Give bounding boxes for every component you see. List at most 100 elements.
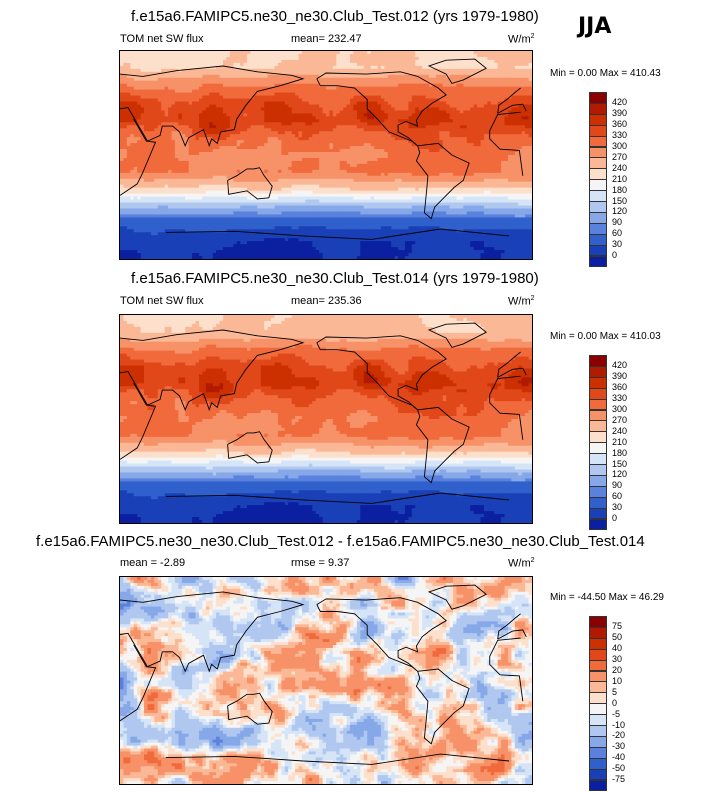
field-cell bbox=[370, 149, 375, 153]
field-cell bbox=[312, 98, 317, 103]
field-cell bbox=[411, 134, 416, 138]
field-cell bbox=[161, 56, 166, 61]
field-cell bbox=[267, 128, 272, 132]
field-cell bbox=[264, 95, 269, 100]
field-cell bbox=[274, 65, 279, 70]
field-cell bbox=[253, 86, 258, 91]
field-cell bbox=[511, 137, 516, 141]
field-cell bbox=[295, 107, 300, 112]
field-cell bbox=[140, 125, 145, 129]
field-cell bbox=[418, 74, 423, 79]
field-cell bbox=[133, 77, 138, 82]
field-cell bbox=[174, 163, 179, 168]
field-cell bbox=[312, 68, 317, 73]
field-cell bbox=[188, 125, 193, 129]
field-cell bbox=[284, 125, 289, 129]
field-cell bbox=[401, 116, 406, 120]
field-cell bbox=[456, 95, 461, 100]
field-cell bbox=[322, 80, 327, 85]
field-cell bbox=[377, 146, 382, 150]
field-cell bbox=[133, 53, 138, 58]
field-cell bbox=[326, 119, 331, 123]
field-cell bbox=[387, 152, 392, 156]
field-cell bbox=[301, 59, 306, 64]
field-cell bbox=[353, 143, 358, 147]
field-cell bbox=[356, 104, 361, 109]
field-cell bbox=[418, 128, 423, 132]
field-cell bbox=[387, 107, 392, 112]
field-cell bbox=[322, 89, 327, 94]
field-cell bbox=[521, 128, 526, 132]
field-cell bbox=[315, 86, 320, 91]
field-cell bbox=[233, 95, 238, 100]
field-cell bbox=[521, 71, 526, 76]
field-cell bbox=[480, 86, 485, 91]
field-cell bbox=[171, 65, 176, 70]
field-cell bbox=[466, 80, 471, 85]
field-cell bbox=[178, 62, 183, 67]
field-cell bbox=[528, 77, 532, 82]
field-cell bbox=[250, 157, 255, 162]
field-cell bbox=[301, 107, 306, 112]
field-cell bbox=[494, 140, 499, 144]
field-cell bbox=[339, 83, 344, 88]
field-cell bbox=[326, 155, 331, 159]
field-cell bbox=[384, 146, 389, 150]
field-cell bbox=[274, 59, 279, 64]
field-cell bbox=[126, 77, 131, 82]
field-cell bbox=[367, 77, 372, 82]
field-cell bbox=[174, 116, 179, 120]
field-cell bbox=[329, 86, 334, 91]
field-cell bbox=[432, 62, 437, 67]
field-cell bbox=[528, 89, 532, 94]
field-cell bbox=[483, 86, 488, 91]
field-cell bbox=[425, 86, 430, 91]
field-cell bbox=[264, 89, 269, 94]
field-cell bbox=[212, 104, 217, 109]
field-cell bbox=[439, 104, 444, 109]
field-cell bbox=[501, 155, 506, 159]
field-cell bbox=[312, 95, 317, 100]
field-cell bbox=[219, 65, 224, 70]
field-cell bbox=[171, 104, 176, 109]
field-cell bbox=[422, 157, 427, 162]
field-cell bbox=[226, 146, 231, 150]
field-cell bbox=[164, 68, 169, 73]
field-cell bbox=[157, 119, 162, 123]
field-cell bbox=[487, 62, 492, 67]
field-cell bbox=[164, 131, 169, 135]
field-cell bbox=[404, 59, 409, 64]
field-cell bbox=[147, 59, 152, 64]
field-cell bbox=[449, 119, 454, 123]
field-cell bbox=[415, 134, 420, 138]
field-cell bbox=[168, 53, 173, 58]
field-cell bbox=[425, 122, 430, 126]
field-cell bbox=[260, 128, 265, 132]
field-cell bbox=[209, 134, 214, 138]
field-cell bbox=[253, 125, 258, 129]
field-cell bbox=[298, 163, 303, 168]
field-cell bbox=[350, 101, 355, 106]
field-cell bbox=[422, 80, 427, 85]
field-cell bbox=[147, 53, 152, 58]
field-cell bbox=[216, 152, 221, 156]
field-cell bbox=[507, 146, 512, 150]
field-cell bbox=[326, 125, 331, 129]
field-cell bbox=[264, 71, 269, 76]
field-cell bbox=[277, 68, 282, 73]
field-cell bbox=[205, 149, 210, 153]
field-cell bbox=[157, 122, 162, 126]
field-cell bbox=[188, 110, 193, 114]
field-cell bbox=[360, 65, 365, 70]
field-cell bbox=[442, 80, 447, 85]
field-cell bbox=[212, 98, 217, 103]
field-cell bbox=[202, 125, 207, 129]
field-cell bbox=[322, 101, 327, 106]
field-cell bbox=[223, 80, 228, 85]
field-cell bbox=[494, 110, 499, 114]
field-cell bbox=[353, 149, 358, 153]
field-cell bbox=[346, 98, 351, 103]
field-cell bbox=[370, 157, 375, 162]
field-cell bbox=[415, 146, 420, 150]
field-cell bbox=[192, 131, 197, 135]
